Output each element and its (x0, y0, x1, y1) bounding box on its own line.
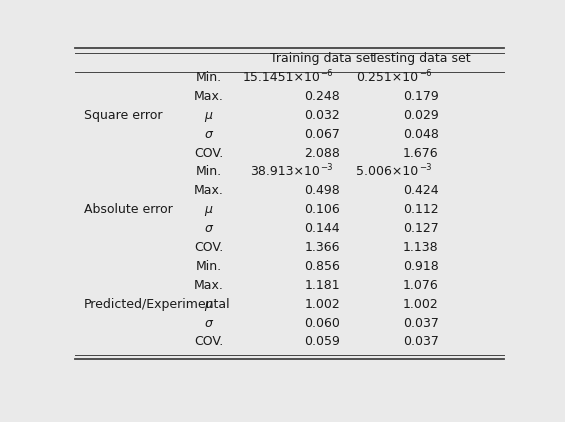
Text: Min.: Min. (195, 71, 221, 84)
Text: 0.856: 0.856 (305, 260, 340, 273)
Text: 0.498: 0.498 (305, 184, 340, 197)
Text: 2.088: 2.088 (305, 146, 340, 160)
Text: σ: σ (205, 222, 212, 235)
Text: 15.1451×10: 15.1451×10 (242, 71, 320, 84)
Text: Min.: Min. (195, 260, 221, 273)
Text: COV.: COV. (194, 241, 223, 254)
Text: 1.002: 1.002 (403, 298, 439, 311)
Text: 0.048: 0.048 (403, 127, 439, 141)
Text: 0.251×10: 0.251×10 (357, 71, 419, 84)
Text: 0.067: 0.067 (305, 127, 340, 141)
Text: μ: μ (205, 203, 212, 216)
Text: 1.676: 1.676 (403, 146, 439, 160)
Text: 5.006×10: 5.006×10 (357, 165, 419, 179)
Text: COV.: COV. (194, 335, 223, 349)
Text: Max.: Max. (194, 279, 224, 292)
Text: 1.002: 1.002 (305, 298, 340, 311)
Text: 0.037: 0.037 (403, 335, 439, 349)
Text: 1.181: 1.181 (305, 279, 340, 292)
Text: 0.127: 0.127 (403, 222, 439, 235)
Text: σ: σ (205, 127, 212, 141)
Text: 0.029: 0.029 (403, 109, 439, 122)
Text: −6: −6 (419, 69, 431, 78)
Text: 0.112: 0.112 (403, 203, 439, 216)
Text: COV.: COV. (194, 146, 223, 160)
Text: 0.059: 0.059 (305, 335, 340, 349)
Text: 0.248: 0.248 (305, 90, 340, 103)
Text: μ: μ (205, 109, 212, 122)
Text: 0.032: 0.032 (305, 109, 340, 122)
Text: −3: −3 (320, 163, 333, 172)
Text: Absolute error: Absolute error (84, 203, 172, 216)
Text: 1.366: 1.366 (305, 241, 340, 254)
Text: Training data set: Training data set (270, 52, 375, 65)
Text: 0.179: 0.179 (403, 90, 439, 103)
Text: Max.: Max. (194, 90, 224, 103)
Text: 1.138: 1.138 (403, 241, 439, 254)
Text: Testing data set: Testing data set (371, 52, 471, 65)
Text: 1.076: 1.076 (403, 279, 439, 292)
Text: 0.424: 0.424 (403, 184, 439, 197)
Text: 0.037: 0.037 (403, 316, 439, 330)
Text: Min.: Min. (195, 165, 221, 179)
Text: μ: μ (205, 298, 212, 311)
Text: Square error: Square error (84, 109, 162, 122)
Text: −3: −3 (419, 163, 431, 172)
Text: σ: σ (205, 316, 212, 330)
Text: 0.918: 0.918 (403, 260, 439, 273)
Text: 0.106: 0.106 (305, 203, 340, 216)
Text: 0.060: 0.060 (305, 316, 340, 330)
Text: Max.: Max. (194, 184, 224, 197)
Text: Predicted/Experimental: Predicted/Experimental (84, 298, 231, 311)
Text: 0.144: 0.144 (305, 222, 340, 235)
Text: −6: −6 (320, 69, 333, 78)
Text: 38.913×10: 38.913×10 (250, 165, 320, 179)
